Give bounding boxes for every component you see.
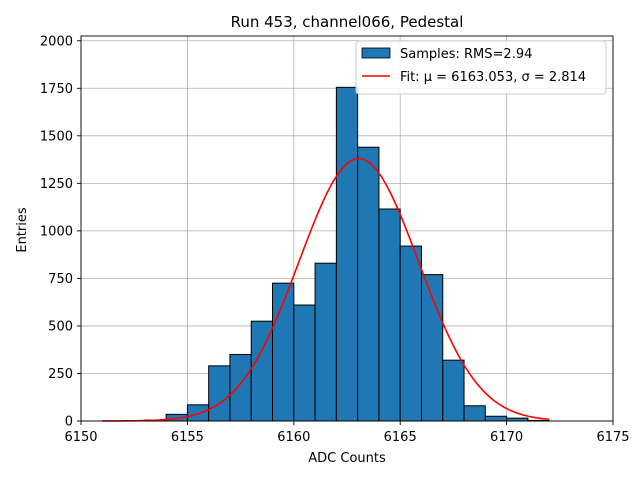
y-tick-label: 250	[48, 367, 73, 382]
histogram-bar	[229, 353, 252, 422]
histogram-bar	[399, 245, 422, 422]
x-axis-label: ADC Counts	[308, 451, 386, 466]
y-tick-label: 750	[48, 272, 73, 287]
legend: Samples: RMS=2.94 Fit: μ = 6163.053, σ =…	[355, 40, 607, 95]
x-tick-label: 6150	[64, 430, 97, 445]
histogram-bar	[314, 262, 337, 422]
x-tick-label: 6165	[384, 430, 417, 445]
plot-frame	[80, 35, 614, 422]
y-axis-label: Entries	[15, 207, 30, 253]
histogram-bar	[293, 304, 316, 422]
x-tick-label: 6175	[596, 430, 629, 445]
legend-label-samples: Samples: RMS=2.94	[400, 47, 532, 62]
histogram-bar	[484, 415, 508, 422]
histogram-bar	[335, 86, 359, 422]
y-axis-ticks: 0 250 500 750 1000 1250 1500 1750 2000	[40, 34, 81, 430]
chart-title: Run 453, channel066, Pedestal	[231, 13, 464, 31]
legend-label-fit: Fit: μ = 6163.053, σ = 2.814	[400, 70, 586, 85]
legend-swatch-samples	[361, 47, 391, 59]
x-tick-label: 6155	[171, 430, 204, 445]
histogram-bar	[463, 405, 486, 422]
x-tick-label: 6170	[490, 430, 523, 445]
x-axis-ticks: 6150 6155 6160 6165 6170 6175	[64, 421, 630, 445]
fit-curve	[102, 157, 550, 422]
x-tick-label: 6160	[277, 430, 310, 445]
histogram-bar	[357, 146, 380, 422]
legend-box	[355, 40, 607, 95]
histogram-bar	[378, 208, 401, 422]
y-tick-label: 2000	[40, 34, 73, 49]
y-tick-label: 1750	[40, 82, 73, 97]
histogram-bar	[208, 365, 231, 422]
y-tick-label: 1250	[40, 177, 73, 192]
histogram-bar	[442, 359, 465, 422]
y-tick-label: 500	[48, 319, 73, 334]
y-tick-label: 0	[65, 415, 73, 430]
y-tick-label: 1500	[40, 129, 73, 144]
y-tick-label: 1000	[40, 224, 73, 239]
histogram-bar	[186, 404, 210, 422]
